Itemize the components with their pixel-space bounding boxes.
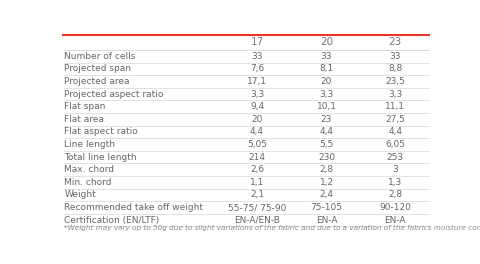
Bar (63, 75, 429, 88)
Text: 230: 230 (318, 153, 335, 162)
Text: 17: 17 (251, 37, 264, 47)
Text: Projected aspect ratio: Projected aspect ratio (64, 89, 164, 98)
Bar (63, 113, 429, 126)
Text: Line length: Line length (64, 140, 116, 149)
Text: *Weight may vary up to 50g due to slight variations of the fabric and due to a v: *Weight may vary up to 50g due to slight… (64, 225, 480, 231)
Bar (63, 88, 429, 100)
Bar (63, 163, 429, 176)
Text: Weight: Weight (64, 190, 96, 199)
Text: Number of cells: Number of cells (64, 52, 136, 61)
Text: 1,1: 1,1 (250, 178, 264, 187)
Text: 253: 253 (386, 153, 404, 162)
Text: 27,5: 27,5 (385, 115, 405, 124)
Bar (63, 151, 429, 163)
Bar (63, 126, 429, 138)
Text: 23: 23 (388, 37, 402, 47)
Text: Certification (EN/LTF): Certification (EN/LTF) (64, 216, 160, 225)
Text: 2,1: 2,1 (250, 190, 264, 199)
Text: 6,05: 6,05 (385, 140, 405, 149)
Bar (63, 201, 429, 214)
Text: Min. chord: Min. chord (64, 178, 112, 187)
Text: 20: 20 (252, 115, 263, 124)
Text: Flat area: Flat area (64, 115, 104, 124)
Text: 23: 23 (321, 115, 332, 124)
Text: 90-120: 90-120 (379, 203, 411, 212)
Text: Flat aspect ratio: Flat aspect ratio (64, 128, 138, 136)
Text: 33: 33 (389, 52, 401, 61)
Text: 214: 214 (249, 153, 265, 162)
Text: 5,05: 5,05 (247, 140, 267, 149)
Text: 2,8: 2,8 (388, 190, 402, 199)
Text: 3,3: 3,3 (319, 89, 334, 98)
Text: 2,6: 2,6 (250, 165, 264, 174)
Text: Flat span: Flat span (64, 102, 106, 111)
Bar (63, 176, 429, 188)
Text: 20: 20 (321, 77, 332, 86)
Text: 11,1: 11,1 (385, 102, 405, 111)
Text: 75-105: 75-105 (311, 203, 343, 212)
Bar (63, 100, 429, 113)
Text: 33: 33 (321, 52, 332, 61)
Text: 3,3: 3,3 (250, 89, 264, 98)
Bar (63, 50, 429, 63)
Bar (63, 63, 429, 75)
Text: 4,4: 4,4 (250, 128, 264, 136)
Text: 5,5: 5,5 (319, 140, 334, 149)
Text: 2,8: 2,8 (320, 165, 334, 174)
Text: Projected span: Projected span (64, 64, 132, 73)
Text: Total line length: Total line length (64, 153, 137, 162)
Text: 33: 33 (251, 52, 263, 61)
Bar (63, 214, 429, 227)
Text: Projected area: Projected area (64, 77, 130, 86)
Text: 23,5: 23,5 (385, 77, 405, 86)
Text: 4,4: 4,4 (388, 128, 402, 136)
Text: EN-A: EN-A (316, 216, 337, 225)
Text: 8,1: 8,1 (319, 64, 334, 73)
Text: 7,6: 7,6 (250, 64, 264, 73)
Text: Recommended take off weight: Recommended take off weight (64, 203, 204, 212)
Text: Max. chord: Max. chord (64, 165, 114, 174)
Text: EN-A/EN-B: EN-A/EN-B (234, 216, 280, 225)
Text: 9,4: 9,4 (250, 102, 264, 111)
Text: 3: 3 (392, 165, 398, 174)
Text: EN-A: EN-A (384, 216, 406, 225)
Text: 20: 20 (320, 37, 333, 47)
Text: 4,4: 4,4 (320, 128, 334, 136)
Text: 55-75/ 75-90: 55-75/ 75-90 (228, 203, 286, 212)
Text: 3,3: 3,3 (388, 89, 402, 98)
Text: 17,1: 17,1 (247, 77, 267, 86)
Text: 8,8: 8,8 (388, 64, 402, 73)
Text: 10,1: 10,1 (316, 102, 336, 111)
Text: 2,4: 2,4 (320, 190, 334, 199)
Text: 1,3: 1,3 (388, 178, 402, 187)
Bar (63, 138, 429, 151)
Text: 1,2: 1,2 (320, 178, 334, 187)
Bar (63, 188, 429, 201)
